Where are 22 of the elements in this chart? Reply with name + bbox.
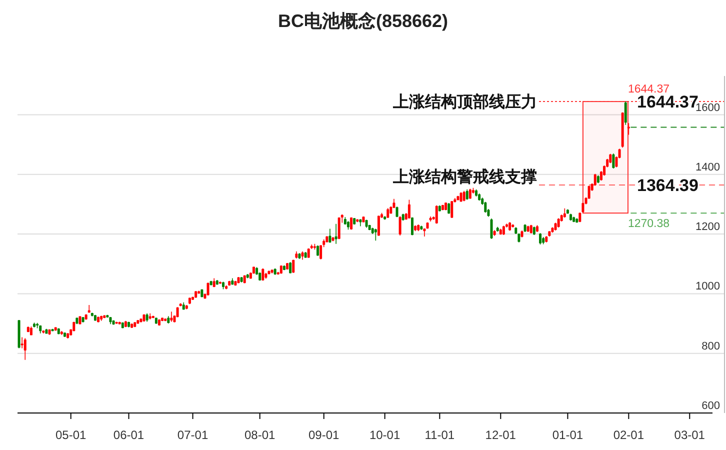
x-tick-label: 02-01 (613, 428, 644, 442)
title: BC电池概念(858662) (278, 11, 448, 31)
x-tick-label: 06-01 (113, 428, 144, 442)
y-tick-label: 1200 (696, 221, 720, 234)
ref-line-label: 上涨结构顶部线压力 (393, 94, 537, 112)
y-tick-label: 1600 (696, 102, 720, 114)
x-tick-label: 10-01 (369, 428, 400, 442)
x-tick-label: 03-01 (674, 428, 705, 442)
x-tick-label: 05-01 (56, 428, 86, 442)
y-tick-label: 800 (702, 340, 720, 352)
annotation: 1270.38 (628, 218, 670, 230)
x-tick-label: 11-01 (424, 428, 455, 442)
ref-line-label: 上涨结构警戒线支撑 (393, 169, 537, 186)
y-tick-label: 1400 (696, 161, 720, 174)
x-tick-label: 08-01 (244, 428, 276, 442)
y-tick-label: 1000 (696, 280, 720, 293)
x-tick-label: 07-01 (177, 428, 208, 442)
x-tick-label: 01-01 (552, 428, 584, 442)
annotation: 1644.37 (628, 84, 670, 96)
x-tick-label: 12-01 (485, 428, 516, 442)
y-tick-label: 600 (702, 400, 720, 412)
x-tick-label: 09-01 (308, 428, 340, 442)
